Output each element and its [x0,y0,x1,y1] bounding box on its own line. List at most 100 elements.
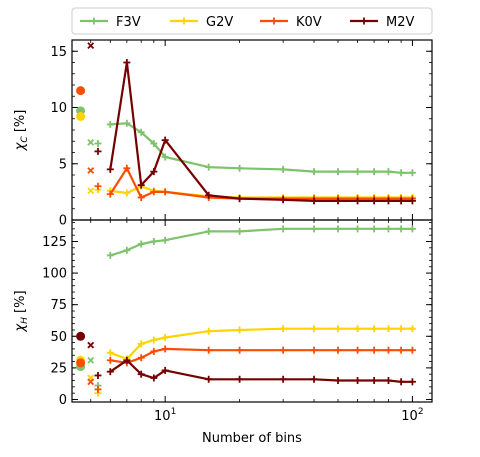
top-ytick-label: 0 [59,214,67,229]
bottom-series-G2V-point [150,336,158,344]
bottom-series-M2V-point [334,377,342,385]
bottom-series-K0V-point [354,346,362,354]
bottom-marker-K0V-x [87,378,95,386]
top-series-M2V-line [109,61,413,202]
top-panel: 0 5 10 15 χC [%] [13,39,433,229]
top-marker-F3V-x [87,138,95,146]
bottom-series-M2V-point [161,366,169,374]
bottom-series-M2V-point [150,374,158,382]
bottom-series-G2V-line [109,327,413,361]
bottom-series-K0V-point [137,354,145,362]
bottom-series-M2V-point [137,370,145,378]
top-series-M2V-point [205,191,213,199]
top-series-F3V-point [408,169,416,177]
top-series-M2V-point [384,197,392,205]
top-series-F3V-point [370,168,378,176]
top-series-M2V-point [354,197,362,205]
top-ytick-label: 15 [50,45,67,60]
bottom-series-M2V-point [370,377,378,385]
bottom-series-G2V-point [334,325,342,333]
x-tick-label: 102 [401,407,423,424]
legend-marker [90,17,98,25]
bottom-series-F3V-point [384,225,392,233]
top-series-M2V-point [370,197,378,205]
legend-marker [270,17,278,25]
bottom-series-F3V-point [137,240,145,248]
top-marker-G2V-x [87,187,95,195]
bottom-y-axis-label: χH [%] [13,290,30,332]
top-series-F3V-point [123,119,131,127]
legend-label: F3V [116,15,141,30]
bottom-series-M2V-point [408,378,416,386]
bottom-marker-M2V-plus [94,371,102,379]
top-series-F3V-point [106,120,114,128]
legend-label: K0V [296,15,322,30]
bottom-marker-K0V-circle [76,358,86,368]
bottom-series-F3V-point [334,225,342,233]
bottom-ytick-label: 0 [59,393,67,408]
bottom-series-K0V-point [150,347,158,355]
bottom-panel: 0 25 50 75 100 125 χH [%] 101 102 [13,219,433,424]
top-series-M2V-point [236,195,244,203]
bottom-series-K0V-point [205,346,213,354]
legend: F3V G2V K0V M2V [71,7,433,35]
legend-marker [180,17,188,25]
bottom-series-M2V-point [123,356,131,364]
top-series-F3V-point [236,164,244,172]
bottom-series-F3V-point [123,246,131,254]
top-series-F3V-point [354,168,362,176]
bottom-series-M2V-point [236,375,244,383]
bottom-series-K0V-point [161,345,169,353]
bottom-series-F3V-point [370,225,378,233]
top-marker-K0V-plus [94,182,102,190]
top-series-M2V-point [397,197,405,205]
bottom-marker-M2V-x [87,341,95,349]
bottom-ytick-label: 75 [50,298,67,313]
bottom-series-F3V-point [279,225,287,233]
bottom-series-K0V-point [408,346,416,354]
top-series-K0V-point [150,188,158,196]
bottom-series-K0V-point [370,346,378,354]
bottom-series-G2V-point [106,349,114,357]
top-series-M2V-point [161,136,169,144]
bottom-series-G2V-point [137,340,145,348]
top-series-K0V-point [137,194,145,201]
bottom-series-M2V-point [310,375,318,383]
top-series-K0V-line [109,167,413,200]
top-series-M2V-point [408,197,416,205]
top-series-K0V-point [106,190,114,198]
bottom-ytick-label: 25 [50,361,67,376]
top-series-G2V-point [123,189,131,197]
legend-label: M2V [386,15,414,30]
bottom-series-G2V-point [161,334,169,342]
bottom-series-M2V-point [279,375,287,383]
top-series-K0V-point [123,164,131,172]
bottom-series-G2V-point [205,327,213,335]
legend-label: G2V [206,15,233,30]
bottom-series-F3V-point [161,236,169,244]
bottom-ytick-label: 125 [42,235,67,250]
bottom-series-F3V-point [397,225,405,233]
bottom-marker-K0V-plus [94,385,102,393]
top-marker-K0V-x [87,167,95,174]
top-y-axis-label: χC [%] [13,110,30,152]
top-marker-F3V-plus [94,140,102,147]
legend-entry-F3V: F3V [80,15,141,30]
top-marker-K0V-circle [76,86,86,96]
top-series-M2V-point [137,181,145,189]
top-series-F3V-point [205,163,213,171]
bottom-ytick-label: 50 [50,330,67,345]
legend-entry-K0V: K0V [260,15,322,30]
bottom-ytick-label: 100 [42,267,67,282]
bottom-series-K0V-point [106,356,114,364]
legend-box [71,7,433,35]
bottom-series-M2V-point [354,377,362,385]
bottom-series-F3V-point [205,227,213,235]
bottom-marker-M2V-circle [76,331,86,341]
top-series-F3V-point [279,165,287,173]
bottom-series-G2V-point [310,325,318,333]
top-series-M2V-point [150,168,158,176]
bottom-series-F3V-point [150,237,158,245]
top-series-M2V-point [310,197,318,205]
